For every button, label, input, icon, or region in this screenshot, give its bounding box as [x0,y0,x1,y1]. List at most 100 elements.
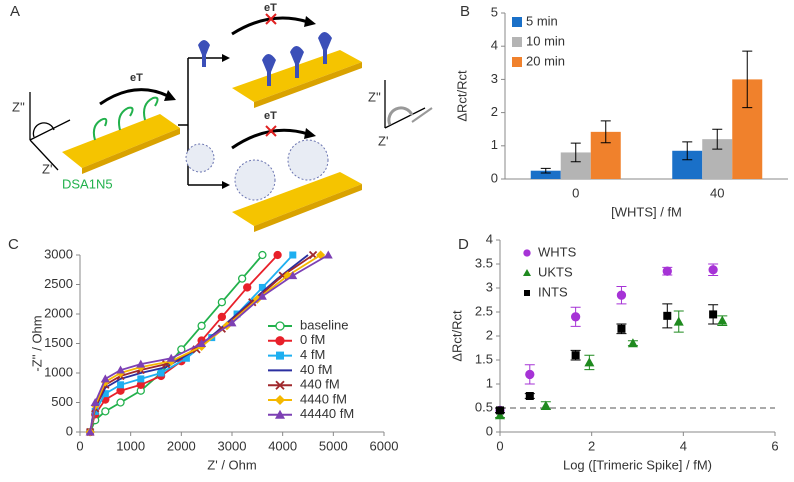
legend-label: 10 min [526,33,565,48]
x-axis-title: Log ([Trimeric Spike] / fM) [563,457,712,472]
marker [197,339,207,347]
arrow-head [304,16,316,27]
marker [289,251,297,259]
marker [85,427,95,436]
marker [116,365,126,374]
y-tick-label: 1 [491,137,498,152]
marker [717,315,728,325]
legend-marker [275,380,285,390]
legend-label: INTS [538,284,568,299]
y-tick-label: 0 [491,170,498,185]
spike-icon [198,40,210,67]
axis-glyph-label: Z'' [368,89,381,104]
panel-label: D [458,236,469,253]
legend-label: 5 min [526,13,558,28]
y-tick-label: 500 [51,394,73,409]
electrode-edge [82,128,180,174]
y-tick-label: 2500 [44,276,73,291]
marker [217,298,227,307]
legend-label: 4440 fM [300,391,347,406]
marker [258,250,267,260]
legend-label: baseline [300,317,348,332]
marker [663,311,672,320]
marker [116,398,125,407]
bound-spikes [262,32,332,86]
line [89,254,322,433]
et-label: eT [264,2,277,14]
marker [258,283,266,291]
marker [243,283,252,292]
x-tick-label: 5000 [319,438,348,453]
marker [227,318,237,327]
marker [495,410,505,420]
marker [496,406,504,415]
panel-label: B [460,3,470,20]
axis-glyph-label: Z' [42,161,52,176]
x-tick-label: 3000 [218,438,247,453]
y-tick-label: 4 [486,231,493,246]
marker [323,250,333,259]
axis-glyph-label: Z'' [12,99,25,114]
x-tick-label: 4000 [268,438,297,453]
x-tick-label: 4 [680,438,687,453]
marker [100,374,110,383]
marker [570,312,581,322]
y-tick-label: 1500 [44,335,73,350]
arrow-head [222,181,230,189]
error-bar [712,128,723,150]
error-bar [682,141,693,161]
x-tick-label: 2 [588,438,595,453]
x-tick-label: 1000 [116,438,145,453]
legend-marker [523,269,531,276]
legend-label: 40 fM [300,362,333,377]
diagram-a: A Z'' Z' eT DSA1N5 eT eT Z'' Z' [10,2,433,232]
y-axis-title: ΔRct/Rct [449,310,464,362]
impedance-glyph [384,80,433,129]
marker [166,353,176,362]
marker [673,316,684,326]
axis-glyph-label: Z' [378,133,388,148]
marker [90,398,100,406]
x-tick-label: 40 [710,185,724,200]
marker [182,354,190,362]
x-tick-label: 6000 [370,438,399,453]
y-tick-label: 1000 [44,364,73,379]
legend-marker [524,290,530,296]
marker [662,266,672,276]
marker [540,400,551,410]
electrode [62,114,180,168]
marker [616,290,627,300]
x-tick-label: 0 [572,185,579,200]
y-tick-label: 1 [486,375,493,390]
legend-marker [276,351,284,360]
aptamer [92,96,159,141]
impedance-glyph [29,92,71,171]
y-tick-label: 1.5 [475,351,493,366]
marker [627,338,638,348]
marker [237,274,247,283]
y-tick-label: 2 [491,104,498,119]
marker [101,390,109,398]
y-tick-label: 3 [491,71,498,86]
bar [530,170,561,179]
legend-marker [275,409,285,419]
marker [709,310,718,319]
virus-icon [287,139,329,181]
marker [157,369,165,377]
legend-label: WHTS [538,244,577,259]
marker [571,351,580,360]
virus-icon [234,159,276,201]
legend-marker [275,336,285,346]
arrow-head [304,128,316,139]
marker [136,359,146,368]
et-label: eT [264,110,277,122]
legend-label: 4 fM [300,347,325,362]
y-tick-label: 0 [66,423,73,438]
x-axis-title: Z' / Ohm [207,457,256,472]
legend-swatch [512,17,522,27]
legend-marker [523,249,531,257]
y-tick-label: 2.5 [475,303,493,318]
error-bar [570,142,581,163]
panel-label: A [10,3,20,20]
